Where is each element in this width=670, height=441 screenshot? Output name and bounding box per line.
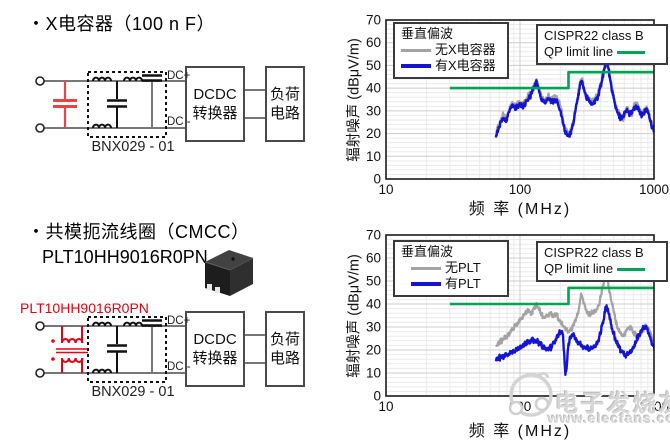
dc-minus-label-2: DC - <box>167 361 191 373</box>
svg-text:30: 30 <box>366 103 381 118</box>
dcdc-converter-box-1: DCDC 转换器 <box>192 86 238 122</box>
svg-text:10: 10 <box>378 182 393 197</box>
chart1-legend: 垂直偏波 无X电容器 有X电容器 <box>393 22 509 79</box>
svg-text:10: 10 <box>366 366 381 381</box>
cmcc-symbol <box>56 326 88 373</box>
cmcc-component-photo <box>204 250 254 296</box>
svg-text:30: 30 <box>366 320 381 335</box>
dc-minus-label-1: DC - <box>167 116 191 128</box>
limit-legend-line1: CISPR22 class B <box>544 28 644 43</box>
green-line-swatch <box>617 267 646 271</box>
gray-line-swatch <box>411 266 441 270</box>
chart-cmcc: 10 100 1000 0 10 20 30 40 50 60 70 辐射噪声 (dBμV/m) 频… <box>340 220 670 441</box>
svg-text:1000: 1000 <box>639 182 669 197</box>
gray-line-swatch <box>401 48 431 52</box>
chart-x-capacitor: 10 100 1000 0 10 20 30 40 50 60 70 辐射噪声 (dBμV/m) 频… <box>340 0 670 220</box>
section1-title: ・X电容器（100 n F） <box>27 14 216 34</box>
dc-plus-label-1: DC+ <box>167 70 191 82</box>
svg-text:70: 70 <box>366 228 381 243</box>
circuit-diagrams-graphic <box>35 66 305 387</box>
svg-text:60: 60 <box>366 251 381 266</box>
svg-text:60: 60 <box>366 35 381 50</box>
svg-text:10: 10 <box>366 149 381 164</box>
svg-text:0: 0 <box>373 172 381 187</box>
chart2-x-axis-title: 频 率 (MHz) <box>468 423 572 440</box>
svg-text:100: 100 <box>509 182 532 197</box>
chart2-legend-title: 垂直偏波 <box>401 244 454 259</box>
svg-text:50: 50 <box>366 58 381 73</box>
svg-text:40: 40 <box>366 297 381 312</box>
svg-text:40: 40 <box>366 81 381 96</box>
svg-text:1000: 1000 <box>639 399 669 414</box>
load-circuit-box-1: 负荷 电路 <box>269 86 300 122</box>
svg-text:10: 10 <box>378 399 393 414</box>
chart1-x-axis-title: 频 率 (MHz) <box>468 201 572 218</box>
bnx-module-label-2: BNX029 - 01 <box>91 384 175 400</box>
chart1-legend-title: 垂直偏波 <box>401 26 454 41</box>
green-line-swatch <box>617 50 646 54</box>
dcdc-converter-box-2: DCDC 转换器 <box>192 331 238 367</box>
svg-text:70: 70 <box>366 13 381 28</box>
svg-text:100: 100 <box>509 399 532 414</box>
chart2-limit-legend: CISPR22 class B QP limit line <box>536 241 668 282</box>
section2-title: ・共模扼流线圈（CMCC） <box>27 222 250 242</box>
svg-text:20: 20 <box>366 126 381 141</box>
chart2-legend: 垂直偏波 无PLT 有PLT <box>393 240 509 297</box>
blue-line-swatch <box>401 64 431 68</box>
blue-line-swatch <box>411 282 441 286</box>
svg-text:0: 0 <box>373 389 381 404</box>
dc-plus-label-2: DC+ <box>167 315 191 327</box>
cmcc-part-number: PLT10HH9016R0PN <box>42 247 208 267</box>
chart2-y-axis-title: 辐射噪声 (dBμV/m) <box>346 254 363 378</box>
svg-text:50: 50 <box>366 274 381 289</box>
chart1-y-axis-title: 辐射噪声 (dBμV/m) <box>346 38 363 162</box>
limit-legend-line1: CISPR22 class B <box>544 245 644 260</box>
svg-text:20: 20 <box>366 343 381 358</box>
bnx-module-label-1: BNX029 - 01 <box>91 139 175 155</box>
load-circuit-box-2: 负荷 电路 <box>269 331 300 367</box>
chart1-limit-legend: CISPR22 class B QP limit line <box>536 24 668 65</box>
cmcc-part-callout: PLT10HH9016R0PN <box>20 300 149 316</box>
